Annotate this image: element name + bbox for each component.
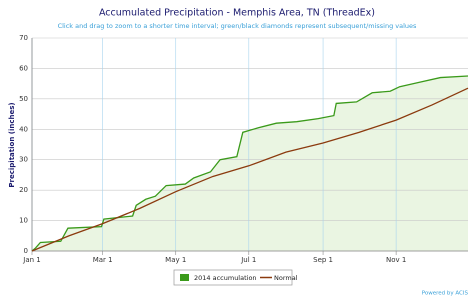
credit: Powered by ACIS (422, 291, 469, 297)
y-tick-label: 50 (19, 95, 28, 103)
chart-title: Accumulated Precipitation - Memphis Area… (99, 8, 375, 19)
x-tick-label: May 1 (165, 256, 186, 264)
x-tick-label: Mar 1 (93, 256, 113, 264)
x-tick-label: Jan 1 (22, 256, 40, 264)
y-tick-label: 30 (19, 156, 28, 164)
x-tick-label: Sep 1 (313, 256, 333, 264)
y-tick-label: 60 (19, 64, 28, 72)
legend-label: Normal (274, 274, 298, 282)
y-tick-label: 10 (19, 217, 28, 225)
y-tick-label: 70 (19, 34, 28, 42)
x-tick-label: Nov 1 (386, 256, 406, 264)
chart-subtitle: Click and drag to zoom to a shorter time… (58, 22, 417, 30)
series-line (31, 75, 469, 252)
x-tick-label: Jul 1 (240, 256, 256, 264)
legend-box (173, 269, 293, 286)
y-axis-label: Precipitation (inches) (8, 102, 16, 187)
legend-swatch (180, 274, 189, 281)
y-tick-label: 0 (24, 247, 28, 255)
series-line (31, 87, 469, 252)
area-fill (32, 76, 468, 252)
legend-label: 2014 accumulation (194, 274, 257, 282)
y-tick-label: 40 (19, 125, 28, 133)
y-tick-label: 20 (19, 186, 28, 194)
